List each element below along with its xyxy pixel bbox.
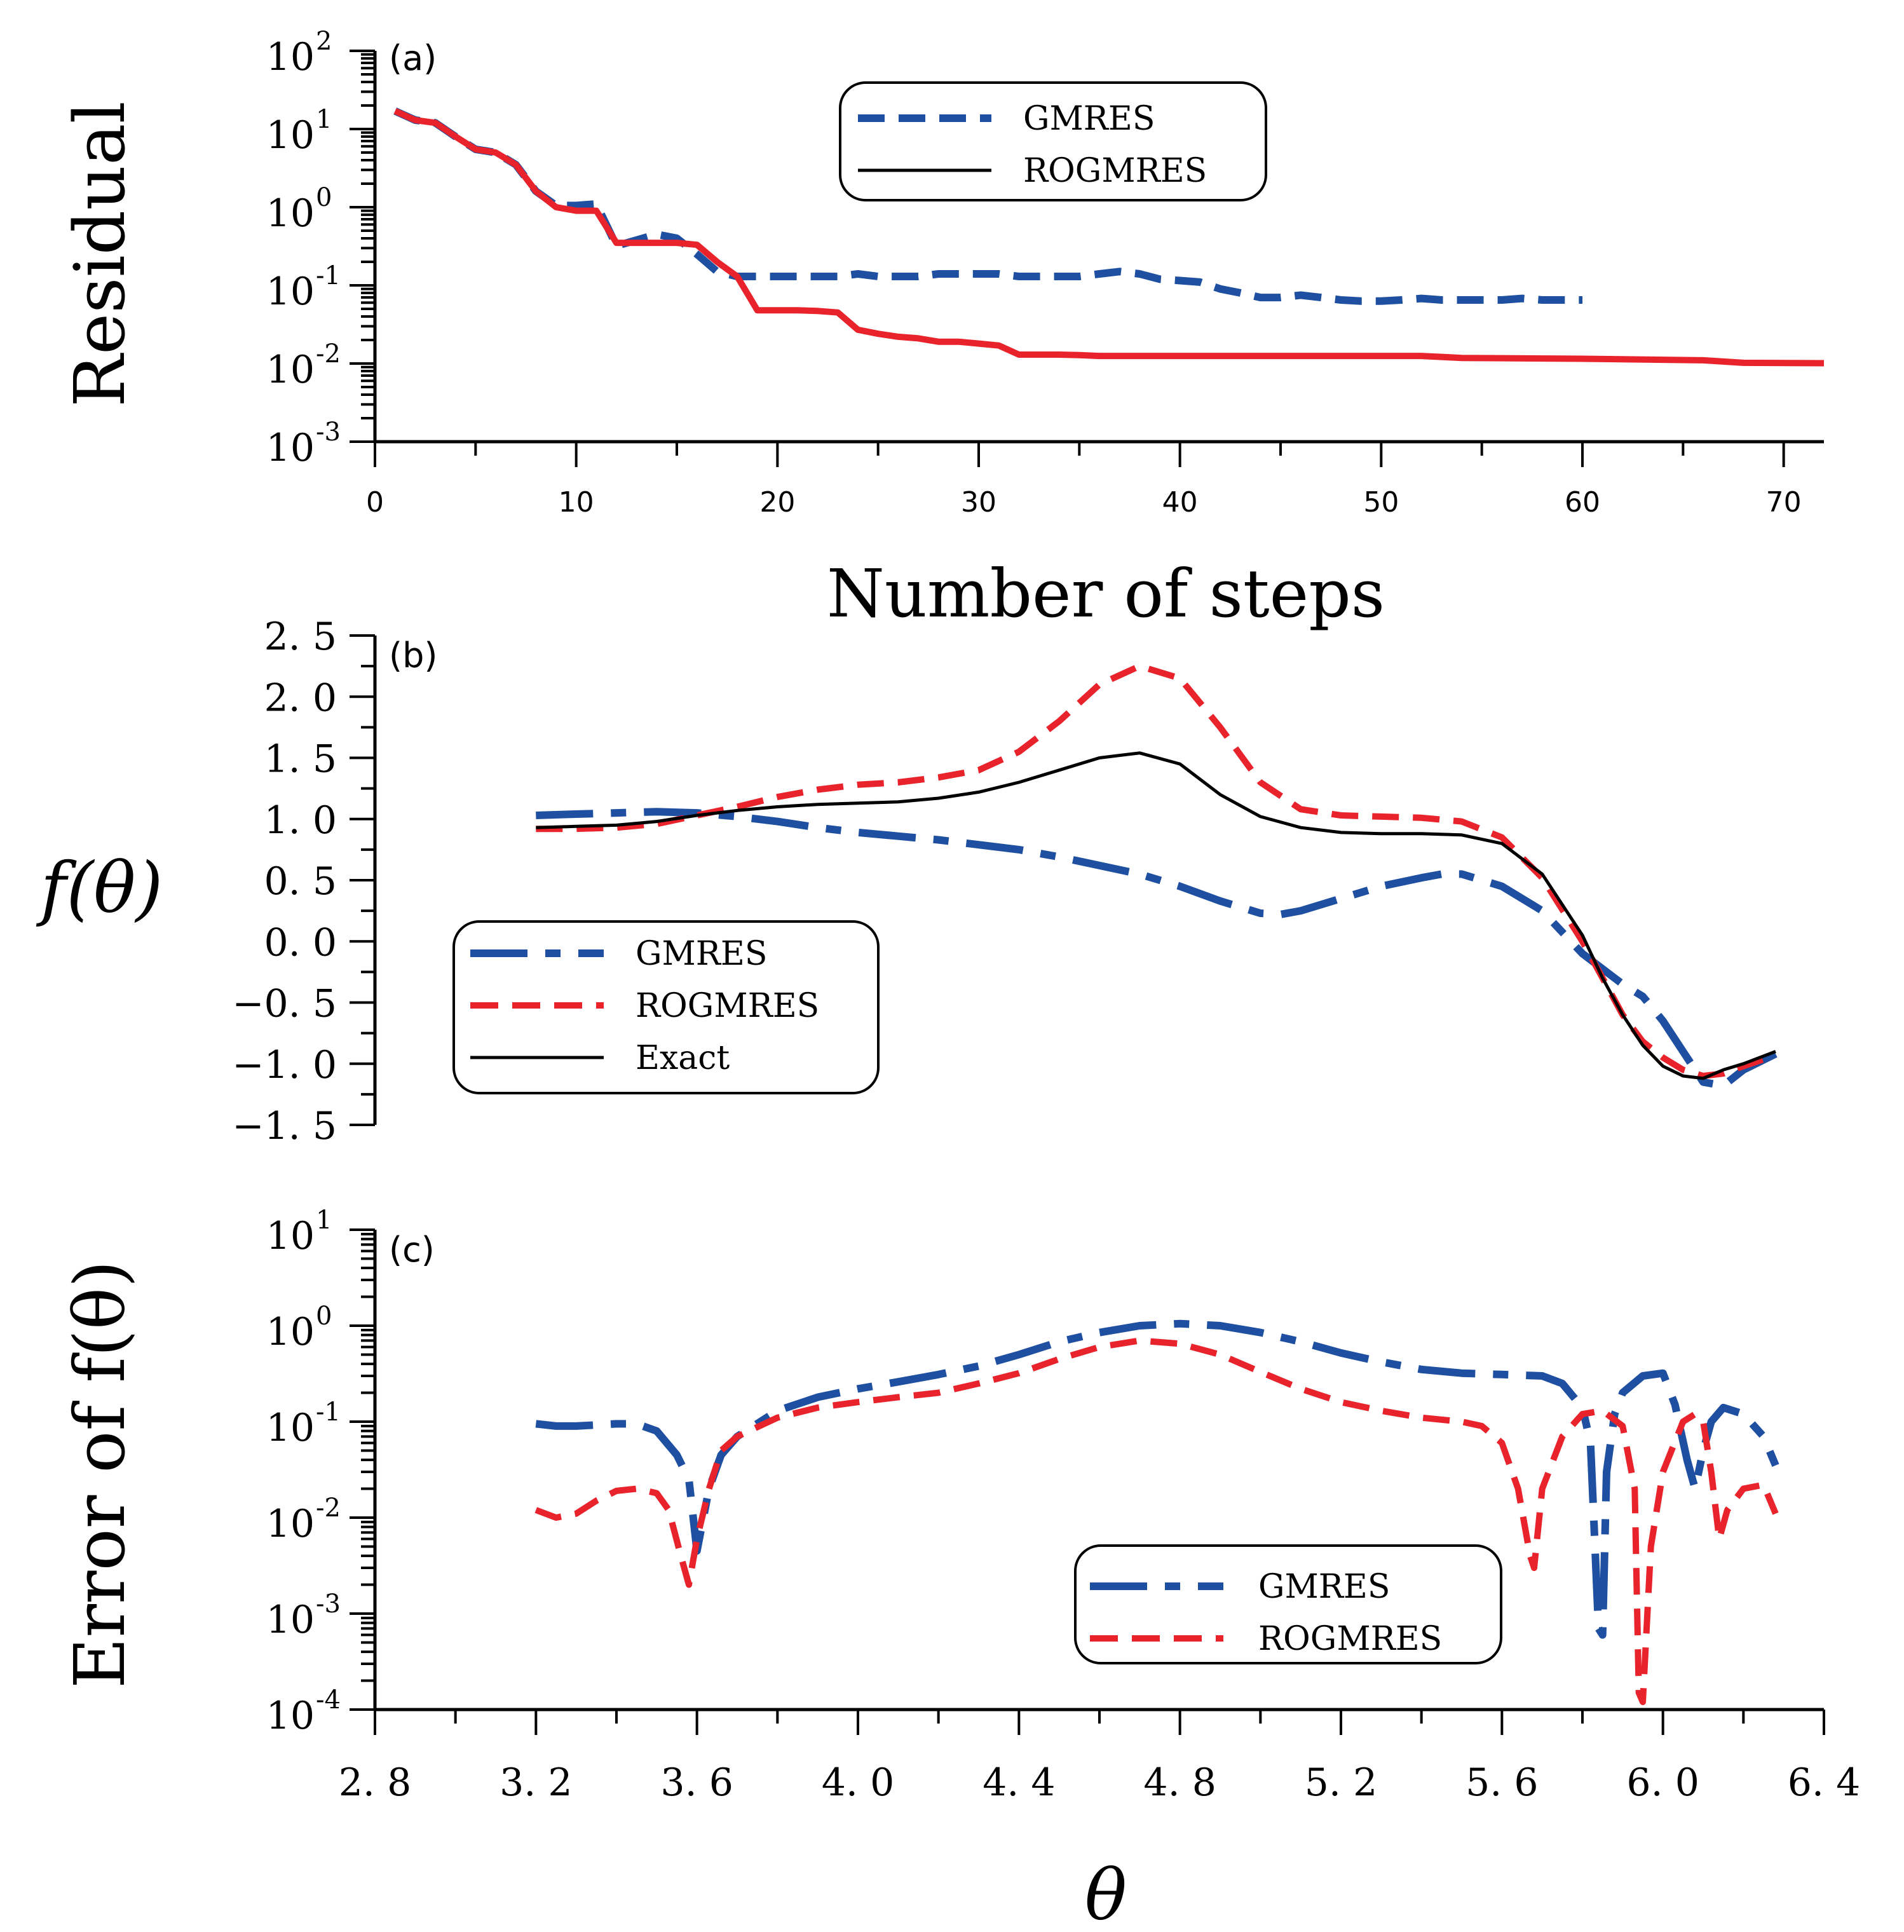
panel-a-ylabel: Residual	[59, 101, 140, 407]
panel-b-axes: 2. 5 2. 0 1. 5 1. 0 0. 5 0. 0 −0. 5 −1. 0 −1. 5	[232, 615, 377, 1148]
panel-b: 2. 52. 01. 51. 00. 50. 0−0. 5−1. 0−1. 5 …	[36, 615, 1778, 1148]
panel-c-legend: GMRES ROGMRES	[1074, 1544, 1502, 1664]
panel-b-legend-rogmres-label: ROGMRES	[636, 987, 819, 1025]
panel-a-x-tick-label: 30	[961, 486, 996, 519]
panel-a-label: (a)	[389, 38, 437, 78]
panel-c-x-tick-label: 5. 2	[1305, 1760, 1378, 1805]
panel-c-y-tick-exp: 0	[316, 1302, 332, 1331]
panel-c-ylabel: Error of f(θ)	[59, 1260, 140, 1689]
panel-a-series-gmres	[393, 107, 1582, 305]
panel-b-y-tick-label: 0. 0	[264, 920, 337, 965]
panel-b-series-exact	[536, 751, 1776, 1080]
panel-c-series	[534, 1319, 1779, 1705]
panel-b-legend-exact-label: Exact	[636, 1039, 730, 1077]
panel-c-legend-gmres-label: GMRES	[1258, 1568, 1391, 1606]
panel-c-x-tick-label: 6. 0	[1626, 1760, 1699, 1805]
panel-a-xlabel: Number of steps	[827, 555, 1385, 632]
panel-c-y-tick-label: 10	[266, 1598, 315, 1642]
panel-a-y-tick-exp: -3	[316, 418, 341, 447]
panel-a-x-tick-label: 50	[1363, 486, 1399, 519]
panel-a-x-tick-label: 60	[1565, 486, 1600, 519]
panel-c-y-tick-label: 10	[266, 1502, 315, 1546]
panel-c-y-tick-exp: -2	[316, 1493, 341, 1523]
panel-c-y-tick-exp: -3	[316, 1589, 341, 1619]
panel-b-legend-box	[452, 920, 880, 1094]
panel-b-y-tick-label: 1. 0	[264, 798, 337, 843]
panel-c-x-tick-label: 4. 4	[983, 1760, 1056, 1805]
panel-b-series	[536, 663, 1778, 1090]
panel-c-legend-rogmres-label: ROGMRES	[1258, 1620, 1442, 1658]
panel-c-legend-box	[1074, 1544, 1502, 1664]
panel-a-y-tick-exp: 1	[316, 105, 332, 134]
panel-a-x-tick-label: 0	[366, 486, 384, 519]
panel-c-y-tick-label: 10	[266, 1310, 315, 1354]
panel-c-y-tick-exp: -4	[316, 1685, 341, 1715]
panel-b-y-tick-label: 2. 5	[264, 615, 337, 659]
panel-a-y-tick-label: 10	[266, 269, 315, 314]
panel-b-y-tick-label: 0. 5	[264, 859, 337, 904]
panel-c-x-tick-label: 2. 8	[339, 1760, 412, 1805]
panel-b-y-tick-label: −1. 5	[232, 1104, 337, 1148]
panel-a-legend-rogmres-label: ROGMRES	[1023, 152, 1207, 190]
panel-a-x-tick-label: 10	[559, 486, 594, 519]
panel-a-series-rogmres	[393, 108, 1825, 367]
panel-a-x-tick-label: 40	[1162, 486, 1198, 519]
panel-c-y-tick-label: 10	[266, 1406, 315, 1450]
panel-a-y-tick-label: 10	[266, 113, 315, 158]
panel-b-y-tick-label: 2. 0	[264, 676, 337, 720]
panel-a-y-tick-label: 10	[266, 191, 315, 236]
panel-b-series-gmres	[536, 808, 1778, 1090]
panel-b-series-rogmres	[536, 663, 1777, 1079]
panel-a-y-tick-exp: 2	[316, 27, 332, 56]
panel-b-label: (b)	[389, 636, 437, 676]
panel-c-y-tick-exp: 1	[316, 1206, 332, 1235]
panel-b-ylabel: f(θ)	[36, 847, 163, 929]
panel-c-x-tick-label: 4. 0	[822, 1760, 895, 1805]
panel-a-y-tick-label: 10	[266, 35, 315, 79]
panel-c-y-tick-exp: -1	[316, 1398, 341, 1427]
panel-c-xlabel: θ	[1085, 1854, 1127, 1932]
panel-a-y-tick-label: 10	[266, 426, 315, 470]
panel-a-y-tick-label: 10	[266, 348, 315, 392]
panel-a-axes: 10 -310 -210 -110 010 110 20 10 20 30 40 50 60 70	[266, 27, 1824, 519]
panel-b-y-tick-label: 1. 5	[264, 737, 337, 782]
panel-c-x-tick-label: 3. 2	[500, 1760, 573, 1805]
panel-a-legend-gmres-label: GMRES	[1023, 100, 1155, 138]
panel-c-y-tick-label: 10	[266, 1214, 315, 1258]
panel-a-series	[393, 107, 1825, 367]
panel-c-x-tick-label: 3. 6	[660, 1760, 733, 1805]
panel-c-x-tick-label: 6. 4	[1788, 1760, 1861, 1805]
panel-c-x-tick-label: 4. 8	[1143, 1760, 1216, 1805]
panel-c-x-tick-label: 5. 6	[1465, 1760, 1539, 1805]
panel-c-series-rogmres	[534, 1337, 1779, 1705]
panel-a: 10 -310 -210 -110 010 110 20 10 20 30 40 50 60 70 (a)…	[59, 27, 1825, 632]
panel-c-label: (c)	[389, 1230, 435, 1270]
panel-b-y-tick-label: −1. 0	[232, 1043, 337, 1087]
panel-a-y-tick-exp: 0	[316, 183, 332, 212]
panel-a-x-tick-label: 20	[759, 486, 795, 519]
panel-b-y-tick-label: −0. 5	[232, 982, 337, 1026]
panel-a-y-tick-exp: -2	[316, 339, 341, 369]
panel-a-legend: GMRES ROGMRES	[839, 81, 1267, 201]
panel-c-y-tick-label: 10	[266, 1694, 315, 1738]
panel-b-legend: GMRES ROGMRES Exact	[452, 920, 880, 1094]
panel-a-y-tick-exp: -1	[316, 261, 341, 290]
panel-a-x-tick-label: 70	[1766, 486, 1802, 519]
panel-b-legend-gmres-label: GMRES	[636, 935, 768, 973]
